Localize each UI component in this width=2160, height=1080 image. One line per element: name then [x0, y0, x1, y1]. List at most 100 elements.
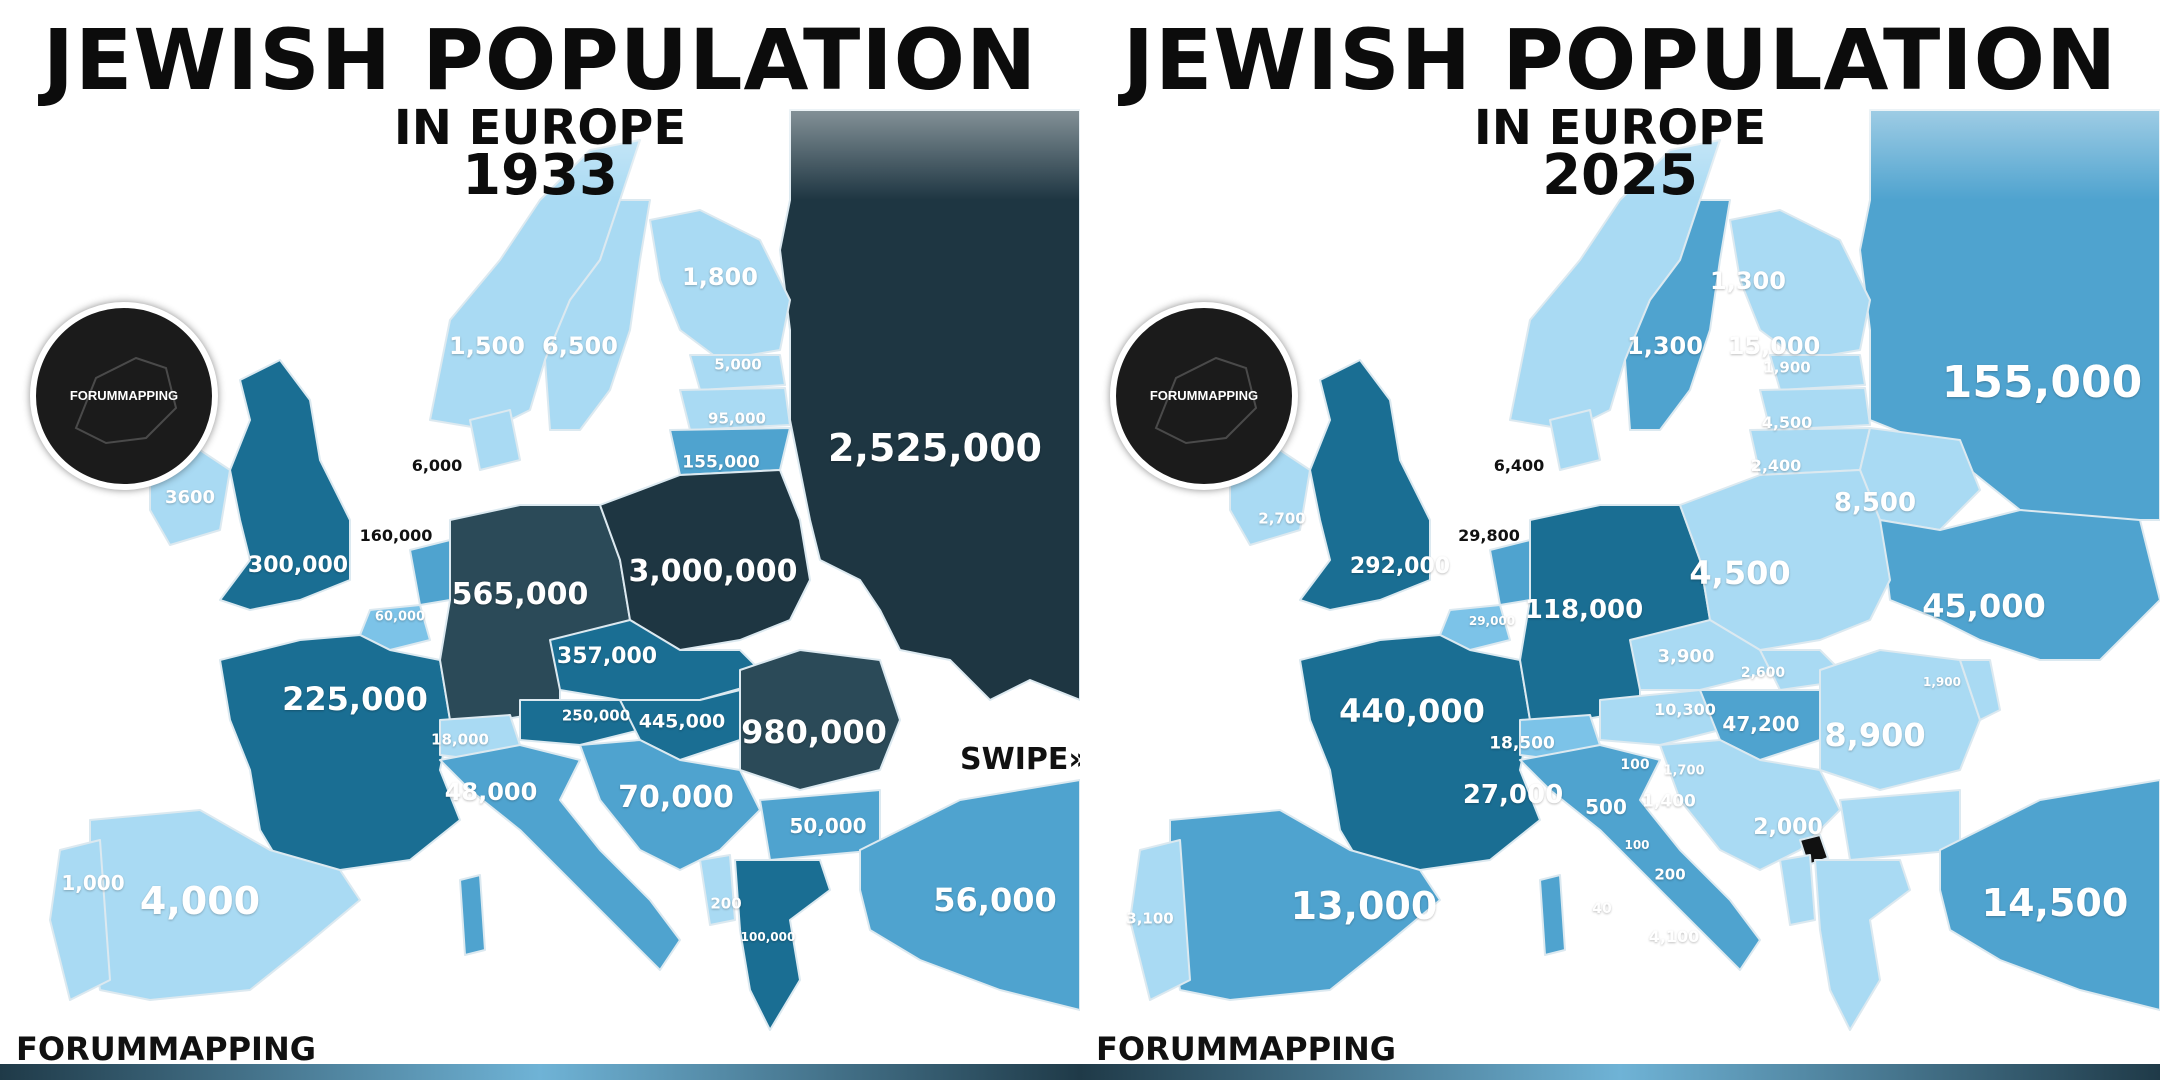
- region-moldova: [1959, 659, 2001, 721]
- population-label: 29,800: [1458, 526, 1520, 545]
- forummapping-logo: FORUMMAPPING: [1110, 302, 1298, 490]
- population-label: 118,000: [1524, 595, 1644, 625]
- population-label: 1,800: [682, 263, 758, 291]
- region-romania: [1819, 649, 1981, 791]
- population-label: 1,400: [1642, 791, 1696, 812]
- region-poland: [599, 469, 811, 651]
- brand-footer: FORUMMAPPING: [1096, 1030, 1396, 1068]
- swipe-hint[interactable]: SWIPE»: [960, 742, 1080, 777]
- population-label: 18,500: [1489, 733, 1555, 754]
- population-label: 70,000: [618, 780, 734, 815]
- population-label: 1,500: [449, 332, 525, 360]
- subtitle: IN EUROPE: [393, 100, 687, 156]
- population-label: 1,900: [1763, 358, 1811, 377]
- population-label: 292,000: [1349, 554, 1451, 579]
- region-estonia: [1769, 354, 1866, 391]
- population-label: 445,000: [638, 710, 726, 733]
- region-netherlands: [409, 539, 451, 606]
- population-label: 8,900: [1824, 716, 1926, 754]
- population-label: 45,000: [1922, 587, 2046, 625]
- brand-footer: FORUMMAPPING: [16, 1030, 316, 1068]
- population-label: 155,000: [1941, 357, 2143, 408]
- region-france: [1299, 634, 1541, 881]
- population-label: 10,300: [1654, 700, 1716, 719]
- population-label: 6,500: [542, 332, 618, 360]
- population-label: 27,000: [1462, 780, 1564, 810]
- population-label: 1,300: [1627, 332, 1703, 360]
- population-label: 3,100: [1126, 909, 1174, 928]
- region-balkans: [1659, 739, 1841, 871]
- region-poland: [1679, 469, 1891, 651]
- population-label: 15,000: [1727, 332, 1821, 360]
- population-label: 160,000: [359, 526, 433, 545]
- region-sweden: [544, 199, 651, 431]
- population-label: 980,000: [741, 713, 887, 751]
- population-label: 100: [1624, 838, 1650, 852]
- population-label: 3600: [164, 487, 216, 508]
- region-italy: [1519, 744, 1761, 971]
- region-turkey: [859, 779, 1080, 1011]
- region-sardinia: [459, 874, 486, 956]
- population-label: 1,000: [61, 871, 125, 895]
- region-greece: [734, 859, 831, 1031]
- region-austria: [1599, 689, 1721, 746]
- map-panel-2025: JEWISH POPULATION IN EUROPE 2025 FORUMMA…: [1080, 0, 2160, 1080]
- region-albania: [699, 854, 736, 926]
- population-label: 6,000: [411, 456, 463, 475]
- region-sardinia: [1539, 874, 1566, 956]
- population-label: 2,700: [1258, 509, 1306, 528]
- population-label: 60,000: [374, 609, 426, 625]
- population-label: 5,000: [714, 355, 762, 374]
- region-estonia: [689, 354, 786, 391]
- population-label: 300,000: [247, 553, 349, 578]
- population-label: 200: [710, 894, 742, 913]
- population-label: 48,000: [444, 778, 538, 806]
- map-panel-1933: JEWISH POPULATION IN EUROPE 1933 FORUMMA…: [0, 0, 1080, 1068]
- logo-text: FORUMMAPPING: [69, 388, 179, 403]
- population-label: 225,000: [282, 680, 428, 718]
- forummapping-logo: FORUMMAPPING: [30, 302, 218, 490]
- population-label: 4,100: [1648, 927, 1700, 946]
- region-portugal: [1129, 839, 1191, 1001]
- region-uk: [1299, 359, 1431, 611]
- europe-outline-icon: [74, 356, 178, 445]
- europe-map-1933: [0, 0, 1080, 1031]
- region-latvia: [679, 387, 791, 431]
- population-label: 250,000: [561, 706, 631, 725]
- population-label: 1,900: [1923, 675, 1961, 689]
- population-label: 100,000: [740, 930, 796, 944]
- population-label: 155,000: [682, 452, 760, 473]
- population-label: 565,000: [451, 577, 589, 612]
- region-portugal: [49, 839, 111, 1001]
- region-italy: [439, 744, 681, 971]
- region-belgium: [359, 604, 431, 651]
- region-latvia: [1759, 387, 1871, 431]
- population-label: 4,500: [1761, 413, 1813, 432]
- population-label: 95,000: [708, 409, 766, 428]
- population-label: 8,500: [1833, 488, 1917, 518]
- europe-map-2025: [1080, 0, 2160, 1031]
- population-label: 2,000: [1753, 815, 1823, 840]
- title: JEWISH POPULATION: [42, 11, 1038, 109]
- population-label: 4,500: [1689, 554, 1791, 592]
- population-label: 500: [1585, 795, 1627, 819]
- population-label: 357,000: [556, 644, 658, 669]
- region-denmark: [469, 409, 521, 471]
- population-label: 13,000: [1290, 884, 1438, 928]
- region-sweden: [1624, 199, 1731, 431]
- population-label: 1,300: [1710, 267, 1786, 295]
- population-label: 47,200: [1722, 712, 1800, 736]
- subtitle: IN EUROPE: [1473, 100, 1767, 156]
- region-austria: [519, 699, 641, 746]
- region-romania: [739, 649, 901, 791]
- region-france: [219, 634, 461, 881]
- population-label: 40: [1592, 901, 1612, 917]
- region-albania: [1779, 854, 1816, 926]
- population-label: 56,000: [933, 881, 1057, 919]
- region-finland: [649, 209, 791, 361]
- population-label: 2,600: [1740, 665, 1786, 681]
- region-ukraine: [1879, 509, 2160, 661]
- region-turkey: [1939, 779, 2160, 1011]
- population-label: 2,400: [1750, 456, 1802, 475]
- region-yugoslavia: [579, 739, 761, 871]
